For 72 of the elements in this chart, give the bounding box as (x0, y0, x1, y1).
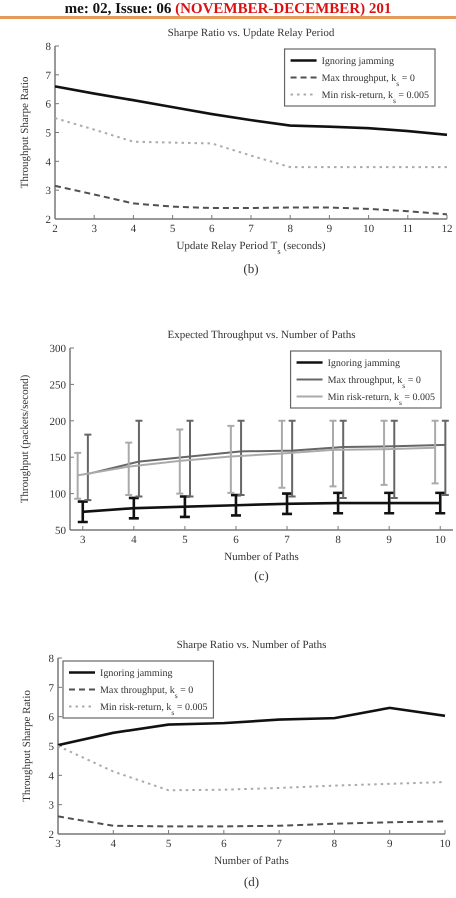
y-tick-label: 150 (50, 452, 66, 464)
x-tick-label: 7 (284, 534, 290, 546)
x-tick-label: 3 (91, 223, 98, 235)
x-tick-label: 10 (440, 838, 451, 850)
x-tick-label: 12 (442, 223, 452, 235)
x-tick-label: 4 (130, 223, 137, 235)
line-series (54, 117, 448, 168)
legend-label: Max throughput, k$_{s}$ = 0 (328, 375, 421, 390)
y-tick-label: 50 (55, 525, 66, 537)
y-tick-label: 7 (46, 70, 52, 82)
legend-label: Max throughput, k$_{s}$ = 0 (100, 685, 194, 700)
x-tick-label: 3 (80, 534, 86, 546)
y-axis-title: Throughput Sharpe Ratio (19, 76, 31, 188)
legend-label: Min risk-return, k$_{s}$ = 0.005 (328, 392, 436, 406)
y-axis-title: Throughput (packets/second) (19, 374, 31, 504)
chart-title: Expected Throughput vs. Number of Paths (168, 329, 356, 341)
y-tick-label: 100 (50, 488, 66, 501)
line-series (54, 85, 448, 136)
x-tick-label: 5 (182, 534, 188, 546)
chart-title: Sharpe Ratio vs. Update Relay Period (168, 27, 335, 39)
text: me: 02, Issue: 06 (64, 1, 172, 17)
y-tick-label: 2 (48, 829, 54, 841)
x-tick-label: 7 (248, 223, 254, 235)
line-series (54, 184, 448, 216)
x-tick-label: 11 (402, 223, 414, 235)
x-tick-label: 9 (386, 838, 393, 850)
y-tick-label: 6 (46, 98, 52, 111)
text: (NOVEMBER-DECEMBER) 201 (171, 1, 392, 17)
y-tick-label: 2 (46, 214, 51, 226)
text: (c) (254, 568, 269, 583)
x-tick-label: 4 (110, 838, 117, 850)
y-tick-label: 6 (48, 712, 54, 724)
x-tick-label: 10 (363, 223, 375, 235)
legend-label: Max throughput, k$_{s}$ = 0 (322, 73, 415, 88)
y-tick-label: 3 (48, 800, 54, 812)
y-tick-label: 300 (50, 343, 66, 355)
x-axis-title: Number of Paths (224, 551, 299, 563)
text: (d) (244, 874, 260, 889)
text: (b) (243, 261, 259, 276)
y-tick-label: 5 (48, 741, 54, 753)
y-tick-label: 5 (46, 128, 52, 140)
line-series (57, 815, 446, 828)
y-tick-label: 4 (46, 156, 52, 168)
legend-label: Ignoring jamming (328, 358, 400, 369)
legend-label: Ignoring jamming (100, 668, 172, 679)
x-tick-label: 8 (287, 223, 294, 235)
x-tick-label: 6 (209, 223, 216, 235)
chart-title: Sharpe Ratio vs. Number of Paths (176, 639, 326, 651)
x-tick-label: 5 (166, 838, 172, 850)
y-tick-label: 4 (48, 770, 54, 782)
legend-label: Ignoring jamming (322, 56, 394, 67)
legend-label: Min risk-return, k$_{s}$ = 0.005 (322, 90, 430, 104)
y-tick-label: 200 (50, 416, 66, 428)
x-tick-label: 7 (276, 838, 282, 850)
x-tick-label: 6 (221, 838, 228, 850)
y-axis-title: Throughput Sharpe Ratio (21, 690, 33, 802)
y-tick-label: 8 (46, 41, 52, 53)
x-axis-title: Number of Paths (214, 855, 289, 867)
x-tick-label: 8 (332, 838, 338, 850)
y-tick-label: 7 (48, 682, 54, 694)
x-tick-label: 4 (131, 534, 138, 546)
x-tick-label: 9 (326, 223, 333, 235)
x-axis-title: Update Relay Period T$_{s}$ (seconds) (176, 240, 326, 256)
legend-label: Min risk-return, k$_{s}$ = 0.005 (100, 702, 208, 716)
y-tick-label: 250 (50, 379, 66, 392)
x-tick-label: 6 (233, 534, 240, 546)
x-tick-label: 5 (170, 223, 176, 235)
y-tick-label: 8 (48, 653, 54, 665)
x-tick-label: 8 (335, 534, 342, 546)
y-tick-label: 3 (46, 185, 52, 198)
x-tick-label: 9 (386, 534, 392, 546)
x-tick-label: 10 (434, 534, 446, 546)
